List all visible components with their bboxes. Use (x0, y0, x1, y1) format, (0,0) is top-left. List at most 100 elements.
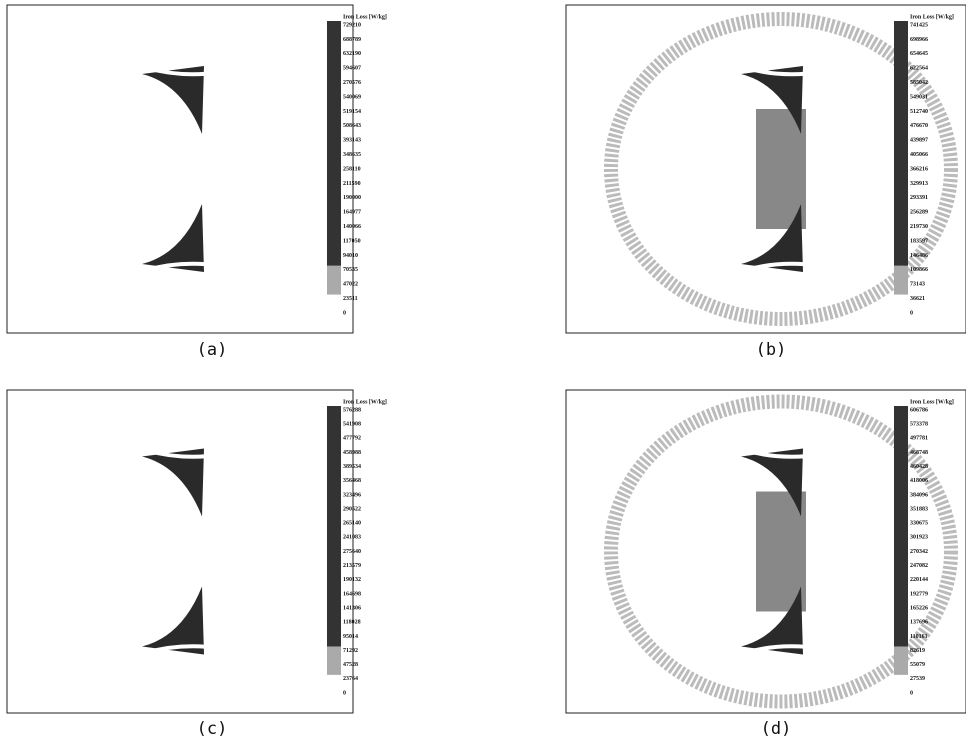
legend-label: 94010 (343, 253, 358, 259)
legend-label: 541908 (343, 422, 361, 428)
panel: Iron Loss [W/kg] 606786 573378 497781 468748… (565, 389, 966, 739)
loss-wedge (741, 204, 803, 272)
legend-label: 290522 (343, 506, 361, 512)
legend-label: 439897 (910, 138, 928, 144)
legend-label: 698966 (910, 37, 928, 43)
legend-label: 301923 (910, 535, 928, 541)
core-region (756, 109, 806, 229)
legend-label: 460428 (910, 464, 928, 470)
legend-label: 109866 (910, 267, 928, 273)
colorbar-light (894, 646, 908, 675)
legend-label: 73143 (910, 282, 925, 288)
legend-label: 190000 (343, 195, 361, 201)
legend-label: 47022 (343, 282, 358, 288)
legend-label: 356468 (343, 478, 361, 484)
legend-label: 55079 (910, 662, 925, 668)
loss-wedge (142, 66, 204, 134)
colorbar-light (327, 265, 341, 295)
panel: Iron Loss [W/kg] 576288 541908 477792 458988… (6, 389, 387, 739)
legend-title: Iron Loss [W/kg] (910, 14, 954, 20)
legend-label: 594607 (343, 66, 361, 72)
legend-label: 247082 (910, 563, 928, 569)
panel: Iron Loss [W/kg] 741425 698966 654645 622564… (565, 4, 966, 360)
air-gap (146, 644, 223, 655)
loss-wedge (142, 448, 204, 517)
legend-label: 418006 (910, 478, 928, 484)
legend-label: 0 (910, 690, 913, 696)
legend-label: 468748 (910, 450, 928, 456)
legend-label: 164698 (343, 591, 361, 597)
legend-label: 606786 (910, 407, 928, 413)
legend-label: 95014 (343, 634, 358, 640)
legend-label: 258110 (343, 166, 361, 172)
legend-label: 270342 (910, 549, 928, 555)
outer-ring (604, 394, 958, 709)
legend-label: 0 (343, 310, 346, 316)
legend-label: 330675 (910, 521, 928, 527)
colorbar (327, 21, 341, 266)
legend-label: 190132 (343, 577, 361, 583)
loss-wedge (142, 204, 204, 272)
air-gap (146, 261, 223, 272)
legend-label: 540069 (343, 94, 361, 100)
legend-label: 265140 (343, 521, 361, 527)
panel-frame (6, 4, 354, 334)
caption: (a) (197, 340, 228, 360)
legend-label: 632190 (343, 51, 361, 57)
legend-label: 519154 (343, 109, 361, 115)
legend-label: 71292 (343, 648, 358, 654)
legend-label: 117050 (343, 238, 361, 244)
legend-label: 329913 (910, 181, 928, 187)
legend-label: 270576 (343, 80, 361, 86)
legend-label: 477792 (343, 436, 361, 442)
legend-label: 241083 (343, 535, 361, 541)
legend-label: 256289 (910, 210, 928, 216)
legend-title: Iron Loss [W/kg] (910, 399, 954, 405)
legend-label: 393143 (343, 138, 361, 144)
legend-label: 36621 (910, 296, 925, 302)
legend-label: 351883 (910, 506, 928, 512)
colorbar-light (327, 646, 341, 675)
legend-label: 585042 (910, 80, 928, 86)
air-gap (745, 66, 822, 77)
legend-label: 110161 (910, 634, 928, 640)
loss-wedge (741, 66, 803, 134)
legend-label: 183597 (910, 238, 928, 244)
legend-label: 384096 (910, 492, 928, 498)
colorbar (327, 406, 341, 647)
legend-label: 140066 (343, 224, 361, 230)
caption: (c) (197, 719, 228, 739)
legend-label: 192779 (910, 591, 928, 597)
legend-label: 213579 (343, 563, 361, 569)
legend-label: 23511 (343, 296, 358, 302)
air-gap (745, 261, 822, 272)
legend-label: 164977 (343, 210, 361, 216)
legend-label: 573378 (910, 422, 928, 428)
caption: (b) (756, 340, 787, 360)
legend-label: 293391 (910, 195, 928, 201)
legend-label: 549031 (910, 94, 928, 100)
caption: (d) (761, 719, 792, 739)
legend-label: 118028 (343, 620, 361, 626)
loss-wedge (142, 586, 204, 655)
legend-title: Iron Loss [W/kg] (343, 399, 387, 405)
legend-label: 220144 (910, 577, 928, 583)
legend-label: 275640 (343, 549, 361, 555)
core-region (756, 491, 806, 612)
legend-label: 23764 (343, 676, 358, 682)
legend-title: Iron Loss [W/kg] (343, 14, 387, 20)
legend-label: 82619 (910, 648, 925, 654)
legend-label: 323496 (343, 492, 361, 498)
colorbar (894, 21, 908, 266)
loss-wedge (741, 586, 803, 655)
air-gap (146, 448, 223, 459)
legend-label: 729210 (343, 22, 361, 28)
panel: Iron Loss [W/kg] 729210 688789 632190 594607… (6, 4, 387, 360)
legend-label: 512740 (910, 109, 928, 115)
legend-label: 741425 (910, 22, 928, 28)
legend-label: 497781 (910, 436, 928, 442)
legend-label: 146486 (910, 253, 928, 259)
air-gap (745, 644, 822, 655)
colorbar-light (894, 265, 908, 295)
